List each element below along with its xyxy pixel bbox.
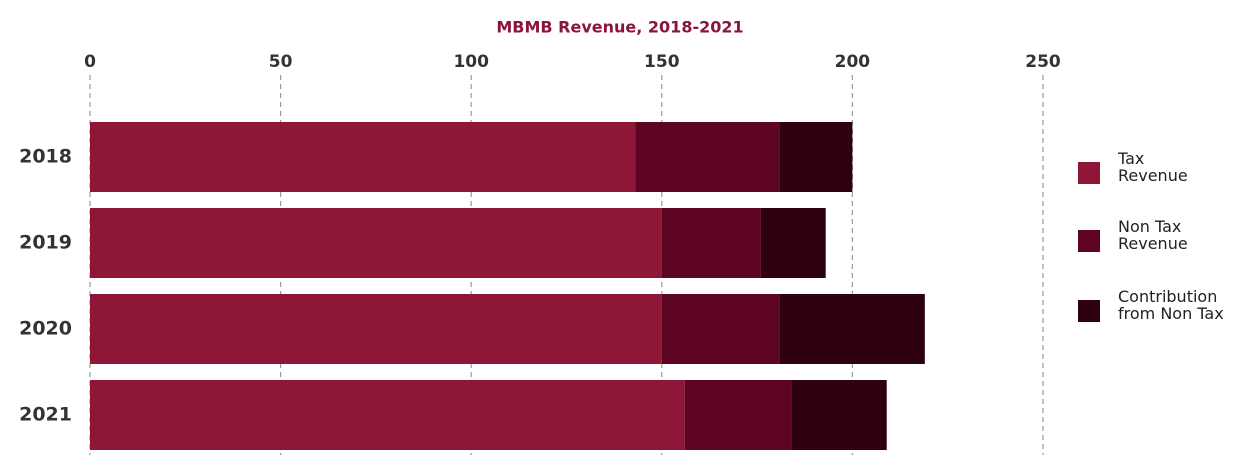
legend-swatch xyxy=(1078,162,1100,184)
bar-segment xyxy=(791,380,887,450)
bar-segment xyxy=(90,380,685,450)
bar-segment xyxy=(760,208,826,278)
x-tick-label: 250 xyxy=(1025,52,1061,72)
legend-swatch xyxy=(1078,230,1100,252)
bar-segment xyxy=(90,294,662,364)
bar-segment xyxy=(90,208,662,278)
y-tick-label: 2019 xyxy=(19,232,72,254)
x-tick-label: 150 xyxy=(644,52,680,72)
bar-segment xyxy=(779,294,925,364)
bar-segment xyxy=(635,122,780,192)
y-tick-label: 2020 xyxy=(19,318,72,340)
legend-swatch xyxy=(1078,300,1100,322)
bar-segment xyxy=(661,208,761,278)
x-tick-label: 100 xyxy=(453,52,489,72)
legend-label: Non Tax Revenue xyxy=(1118,217,1188,253)
bar-segment xyxy=(90,122,636,192)
bar-segment xyxy=(684,380,792,450)
x-tick-label: 200 xyxy=(835,52,871,72)
y-tick-label: 2018 xyxy=(19,146,72,168)
x-tick-label: 0 xyxy=(84,52,96,72)
chart-title: MBMB Revenue, 2018-2021 xyxy=(496,18,743,37)
y-tick-label: 2021 xyxy=(19,404,72,426)
bar-segment xyxy=(779,122,853,192)
legend-label: Contribution from Non Tax xyxy=(1118,287,1224,323)
legend-label: Tax Revenue xyxy=(1118,149,1188,185)
x-tick-label: 50 xyxy=(269,52,293,72)
bar-segment xyxy=(661,294,780,364)
